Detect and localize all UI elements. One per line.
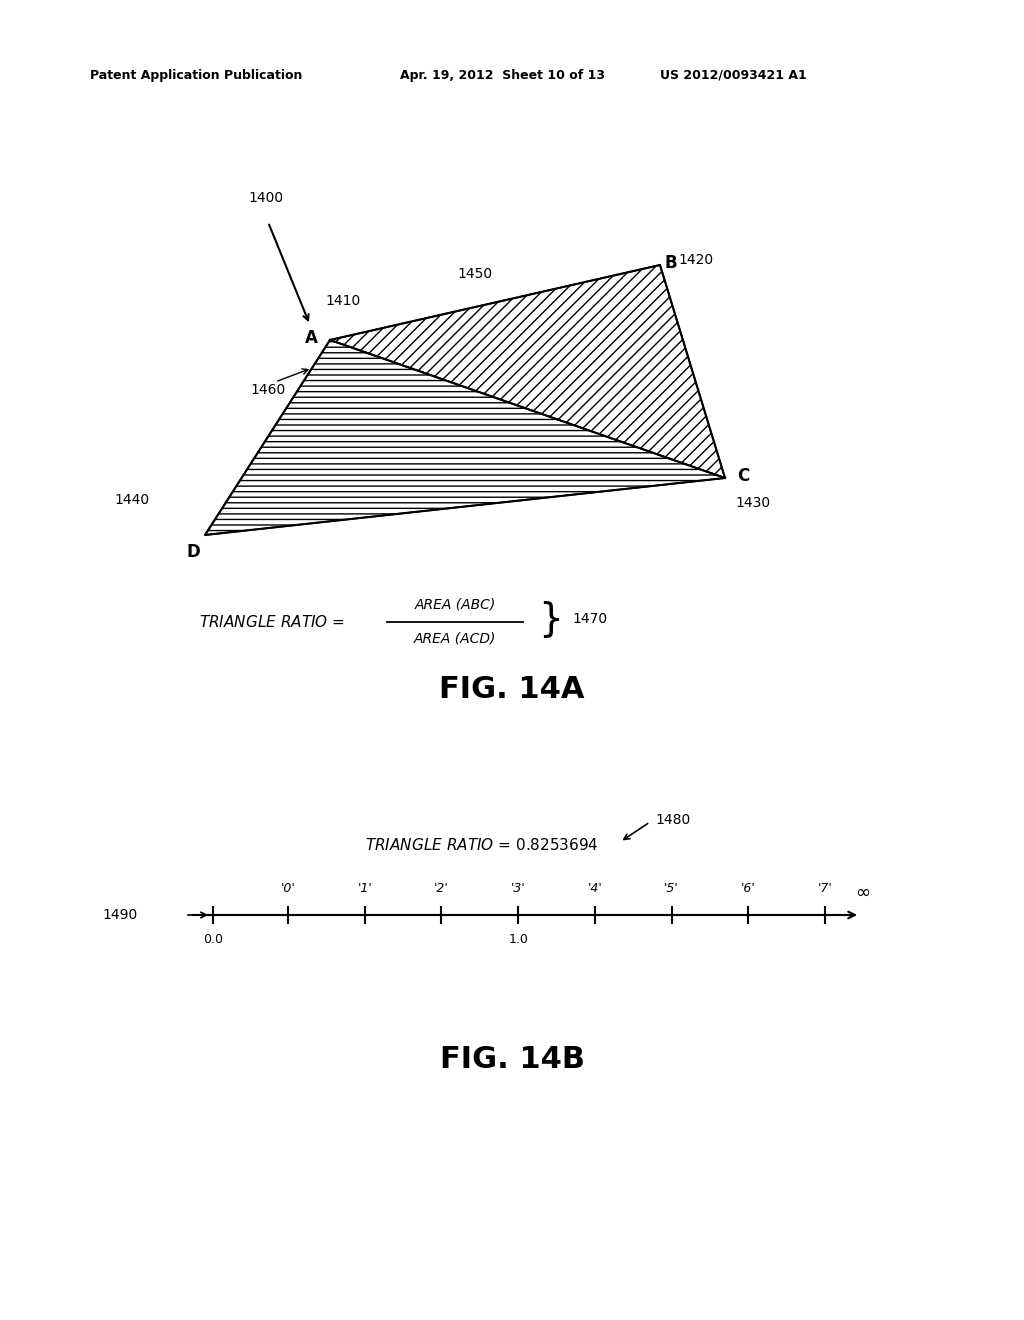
Text: 1400: 1400 bbox=[248, 191, 283, 205]
Text: 0.0: 0.0 bbox=[203, 933, 223, 946]
Polygon shape bbox=[330, 265, 725, 478]
Text: 1420: 1420 bbox=[678, 253, 713, 267]
Text: '0': '0' bbox=[281, 882, 295, 895]
Text: ∞: ∞ bbox=[855, 884, 870, 902]
Text: '1': '1' bbox=[357, 882, 372, 895]
Text: $\mathit{TRIANGLE\ RATIO}$ =: $\mathit{TRIANGLE\ RATIO}$ = bbox=[199, 614, 345, 630]
Text: '7': '7' bbox=[817, 882, 833, 895]
Text: 1460: 1460 bbox=[250, 383, 286, 397]
Text: $\mathit{TRIANGLE\ RATIO}$ = 0.8253694: $\mathit{TRIANGLE\ RATIO}$ = 0.8253694 bbox=[365, 837, 599, 853]
Text: 1430: 1430 bbox=[735, 496, 770, 510]
Text: 1480: 1480 bbox=[655, 813, 690, 828]
Text: FIG. 14B: FIG. 14B bbox=[439, 1045, 585, 1074]
Text: 1450: 1450 bbox=[458, 267, 493, 281]
Text: '2': '2' bbox=[434, 882, 449, 895]
Text: '3': '3' bbox=[511, 882, 525, 895]
Polygon shape bbox=[205, 341, 725, 535]
Text: '6': '6' bbox=[741, 882, 756, 895]
Text: US 2012/0093421 A1: US 2012/0093421 A1 bbox=[660, 69, 807, 82]
Text: 1440: 1440 bbox=[115, 492, 150, 507]
Text: 1490: 1490 bbox=[102, 908, 138, 921]
Text: C: C bbox=[737, 467, 750, 484]
Text: FIG. 14A: FIG. 14A bbox=[439, 676, 585, 705]
Text: '4': '4' bbox=[588, 882, 602, 895]
Text: AREA (ABC): AREA (ABC) bbox=[415, 598, 496, 612]
Text: Patent Application Publication: Patent Application Publication bbox=[90, 69, 302, 82]
Text: }: } bbox=[538, 601, 563, 638]
Text: D: D bbox=[186, 543, 200, 561]
Text: 1.0: 1.0 bbox=[508, 933, 528, 946]
Text: 1410: 1410 bbox=[325, 294, 360, 308]
Text: B: B bbox=[665, 253, 678, 272]
Text: AREA (ACD): AREA (ACD) bbox=[414, 632, 497, 645]
Text: A: A bbox=[305, 329, 318, 347]
Text: 1470: 1470 bbox=[572, 612, 607, 626]
Text: Apr. 19, 2012  Sheet 10 of 13: Apr. 19, 2012 Sheet 10 of 13 bbox=[400, 69, 605, 82]
Text: '5': '5' bbox=[665, 882, 679, 895]
